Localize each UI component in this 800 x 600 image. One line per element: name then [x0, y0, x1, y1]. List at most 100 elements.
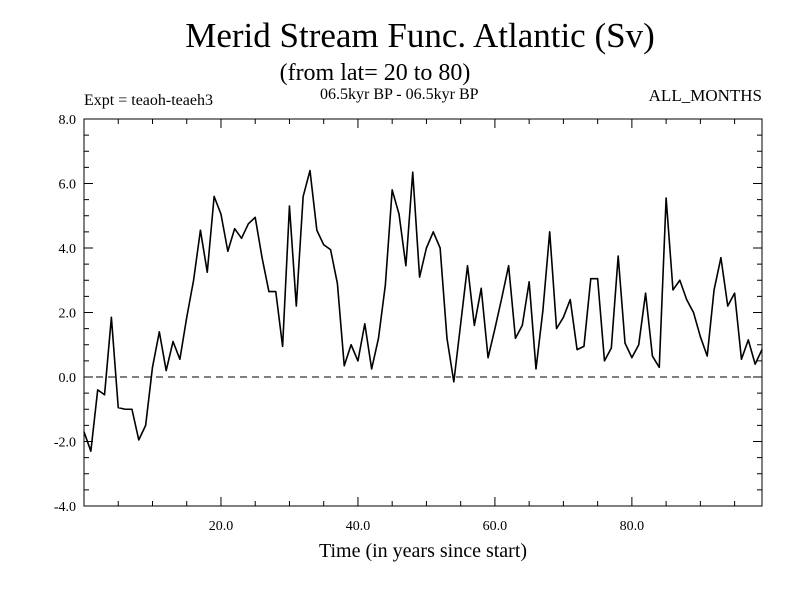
axis-ticks	[84, 118, 762, 507]
data-point	[480, 287, 482, 289]
data-point	[576, 348, 578, 351]
data-point	[357, 360, 359, 362]
data-point	[350, 344, 352, 346]
data-point	[528, 281, 530, 283]
plot-frame	[83, 118, 763, 507]
data-point	[377, 337, 380, 339]
data-point	[138, 439, 140, 441]
data-point	[268, 290, 270, 293]
data-point	[336, 282, 338, 285]
data-point	[302, 195, 304, 197]
data-point	[761, 348, 763, 351]
x-tick-label: 40.0	[346, 519, 371, 534]
data-point	[254, 216, 256, 218]
x-tick-label: 80.0	[620, 519, 645, 534]
data-point	[172, 340, 174, 343]
data-point	[199, 229, 202, 231]
data-point	[679, 279, 681, 281]
y-tick-label: -2.0	[54, 436, 76, 451]
data-point	[644, 292, 647, 294]
data-point	[425, 247, 428, 249]
data-point	[651, 355, 654, 357]
data-point	[261, 257, 263, 259]
data-point	[603, 360, 606, 362]
data-point	[535, 368, 537, 370]
data-point	[247, 223, 249, 225]
data-point	[124, 408, 126, 410]
data-point	[734, 292, 736, 294]
data-point	[638, 344, 640, 346]
data-point	[131, 408, 133, 410]
data-point	[501, 297, 503, 299]
y-tick-label: 2.0	[59, 307, 77, 322]
months-label: ALL_MONTHS	[648, 86, 762, 105]
data-point	[665, 197, 667, 199]
data-point	[234, 228, 236, 230]
data-point	[466, 265, 469, 267]
y-tick-label: 0.0	[59, 371, 77, 386]
x-tick-label: 20.0	[209, 519, 234, 534]
data-point	[624, 342, 626, 344]
experiment-label: Expt = teaoh-teaeh3	[84, 92, 213, 109]
tick-labels: -4.0 -2.0 0.0 2.0 4.0 6.0 8.0 20.0 40.0 60.0 80.0	[54, 113, 644, 534]
data-point	[391, 189, 393, 191]
data-point	[165, 369, 167, 372]
data-point	[227, 250, 229, 252]
data-point	[617, 255, 619, 257]
data-point	[706, 355, 708, 357]
data-point	[158, 331, 160, 333]
data-point	[446, 337, 448, 339]
data-point	[432, 231, 434, 233]
data-point	[323, 244, 325, 246]
data-point	[514, 337, 517, 339]
data-point	[590, 278, 592, 280]
data-point	[727, 305, 729, 307]
data-point	[740, 358, 743, 360]
data-point	[473, 324, 475, 326]
data-point	[83, 431, 85, 433]
data-point	[343, 365, 345, 367]
series-line	[83, 169, 763, 452]
data-point	[398, 213, 400, 215]
data-point	[97, 389, 99, 391]
period-label: 06.5kyr BP - 06.5kyr BP	[320, 86, 479, 103]
data-point	[384, 284, 386, 286]
x-axis-label: Time (in years since start)	[318, 540, 528, 562]
data-point	[597, 278, 599, 280]
data-point	[295, 305, 297, 307]
data-point	[713, 289, 715, 291]
data-point	[275, 290, 277, 293]
data-point	[754, 363, 756, 365]
data-point	[412, 171, 414, 173]
data-point	[117, 407, 119, 409]
data-point	[487, 357, 489, 359]
data-point	[192, 279, 195, 281]
data-point	[453, 381, 455, 383]
data-point	[179, 358, 181, 360]
data-point	[371, 368, 373, 370]
data-point	[686, 299, 688, 301]
data-point	[494, 328, 496, 330]
data-point	[549, 231, 551, 233]
data-point	[542, 310, 544, 312]
data-point	[206, 271, 208, 273]
data-point	[720, 257, 722, 259]
data-point	[583, 345, 585, 347]
data-point	[610, 347, 612, 349]
chart-title: Merid Stream Func. Atlantic (Sv)	[185, 16, 655, 55]
data-point	[555, 328, 558, 330]
data-point	[658, 366, 660, 368]
data-point	[439, 247, 441, 249]
data-point	[110, 316, 112, 318]
y-tick-label: 8.0	[59, 113, 77, 128]
data-point	[747, 339, 749, 341]
y-tick-label: 4.0	[59, 242, 77, 257]
data-point	[282, 345, 284, 347]
data-point	[329, 249, 332, 251]
data-point	[309, 170, 311, 172]
data-point	[699, 336, 701, 338]
data-point	[103, 394, 106, 396]
data-point	[186, 316, 188, 318]
data-point	[631, 357, 633, 359]
